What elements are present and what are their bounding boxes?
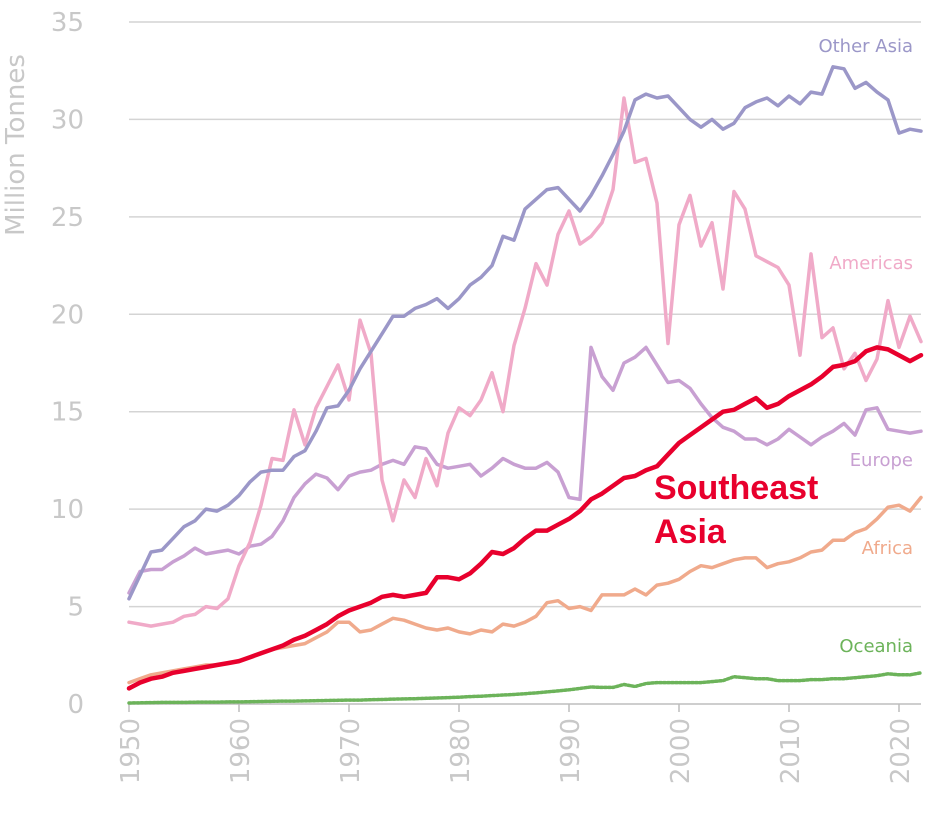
x-tick-label: 2010 — [776, 718, 806, 784]
y-tick-label: 10 — [51, 495, 84, 525]
x-tick-label: 2000 — [666, 718, 696, 784]
x-tick-label: 1950 — [116, 718, 146, 784]
series-line-africa — [127, 495, 923, 685]
series-line-other-asia — [127, 65, 923, 601]
y-tick-label: 25 — [51, 203, 84, 233]
series-label-other-asia: Other Asia — [818, 36, 913, 57]
y-axis-ticks: 0 5 10 15 20 25 30 35 — [51, 8, 84, 720]
x-tick-label: 1980 — [446, 718, 476, 784]
y-tick-label: 35 — [51, 8, 84, 38]
series-label-europe: Europe — [850, 450, 913, 471]
y-tick-label: 15 — [51, 398, 84, 428]
series-line-oceania — [127, 671, 923, 705]
y-tick-label: 20 — [51, 300, 84, 330]
x-axis-ticks: 1950 1960 1970 1980 1990 2000 2010 2020 — [116, 704, 916, 784]
series-line-europe — [127, 345, 923, 595]
y-tick-label: 0 — [67, 690, 84, 720]
x-tick-label: 1960 — [226, 718, 256, 784]
y-tick-label: 5 — [67, 593, 84, 623]
series-lines — [126, 65, 924, 705]
series-label-southeast-asia: Asia — [654, 513, 727, 551]
series-label-southeast-asia: Southeast — [654, 469, 818, 507]
grid-lines — [129, 21, 921, 705]
x-tick-label: 1970 — [336, 718, 366, 784]
series-labels: Other Asia Americas Europe Africa Southeast A… — [654, 36, 913, 657]
x-tick-label: 1990 — [556, 718, 586, 784]
series-line-southeast-asia — [126, 345, 924, 691]
y-tick-label: 30 — [51, 105, 84, 135]
series-label-oceania: Oceania — [839, 636, 913, 657]
series-label-americas: Americas — [829, 253, 913, 274]
y-axis-label: Million Tonnes — [1, 54, 31, 236]
x-tick-label: 2020 — [886, 718, 916, 784]
series-label-africa: Africa — [862, 538, 913, 559]
series-line-americas — [127, 96, 923, 628]
